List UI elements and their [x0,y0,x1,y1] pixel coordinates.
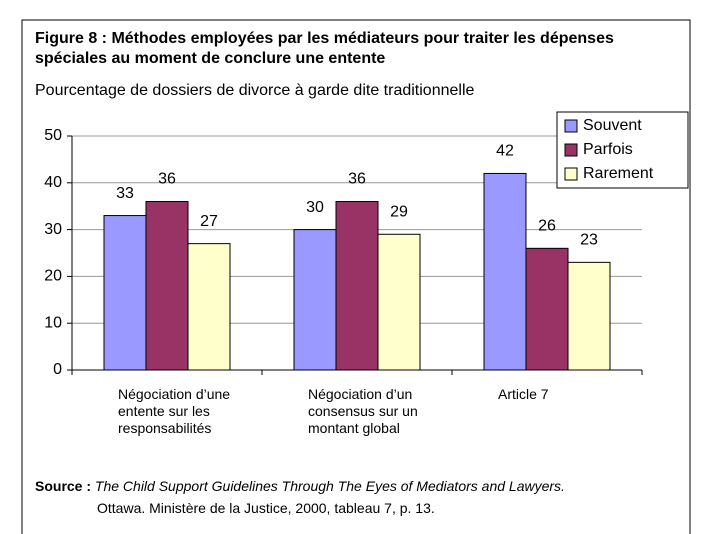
value-label: 27 [200,213,218,230]
source: Source : The Child Support Guidelines Th… [35,475,565,519]
y-tick-label: 20 [44,268,62,285]
y-tick-label: 50 [44,127,62,144]
legend-label: Souvent [583,117,642,134]
source-title: The Child Support Guidelines Through The… [94,478,565,494]
value-label: 29 [390,203,408,220]
bar [335,201,379,371]
value-label: 42 [496,143,514,160]
bar [103,215,147,371]
legend-label: Parfois [583,141,633,158]
legend-swatch [564,143,578,157]
legend-swatch [564,167,578,181]
bar [145,201,189,371]
bar [483,172,527,371]
source-label: Source : [35,478,92,494]
value-label: 30 [306,199,324,216]
legend-swatch [564,119,578,133]
value-label: 36 [348,171,366,188]
value-label: 33 [116,185,134,202]
value-label: 26 [538,218,556,235]
value-label: 23 [580,232,598,249]
y-tick-label: 0 [53,361,62,378]
x-tick-label: Article 7 [498,386,549,402]
y-tick-label: 30 [44,221,62,238]
bar [567,261,611,371]
bar [525,247,569,371]
chart-title: Figure 8 : Méthodes employées par les mé… [35,30,614,67]
bar [293,229,337,371]
legend-box [556,111,689,189]
source-detail: Ottawa. Ministère de la Justice, 2000, t… [97,500,435,516]
chart-subtitle: Pourcentage de dossiers de divorce à gar… [35,82,475,99]
y-tick-label: 40 [44,174,62,191]
value-label: 36 [158,171,176,188]
frame [21,19,691,534]
x-tick-label: Négociation d’une entente sur les respon… [118,386,231,436]
bar [187,243,231,371]
x-tick-label: Négociation d’un consensus sur un montan… [308,386,418,436]
bar [377,233,421,371]
legend-label: Rarement [583,165,654,182]
y-tick-label: 10 [44,314,62,331]
